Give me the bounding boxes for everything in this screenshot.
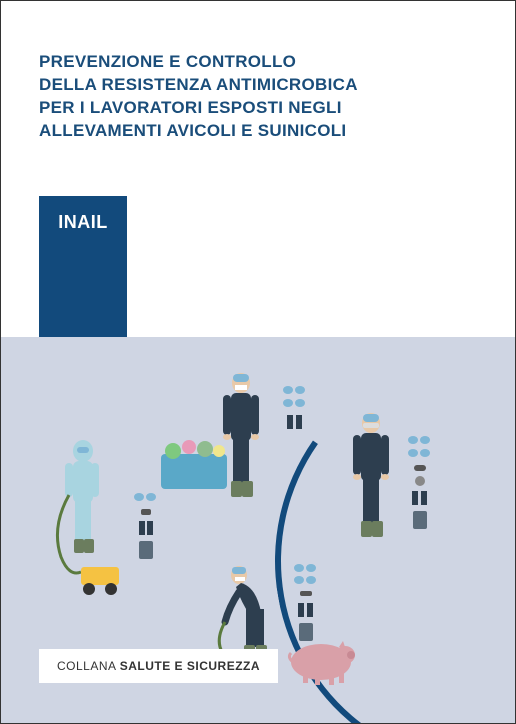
title-block: PREVENZIONE E CONTROLLODELLA RESISTENZA …: [1, 1, 515, 143]
document-cover: PREVENZIONE E CONTROLLODELLA RESISTENZA …: [0, 0, 516, 724]
document-title: PREVENZIONE E CONTROLLODELLA RESISTENZA …: [39, 51, 477, 143]
publisher-logo: INAIL: [49, 212, 117, 233]
series-name: SALUTE E SICUREZZA: [120, 659, 260, 673]
series-label: COLLANA SALUTE E SICUREZZA: [39, 649, 278, 683]
series-prefix: COLLANA: [57, 659, 120, 673]
